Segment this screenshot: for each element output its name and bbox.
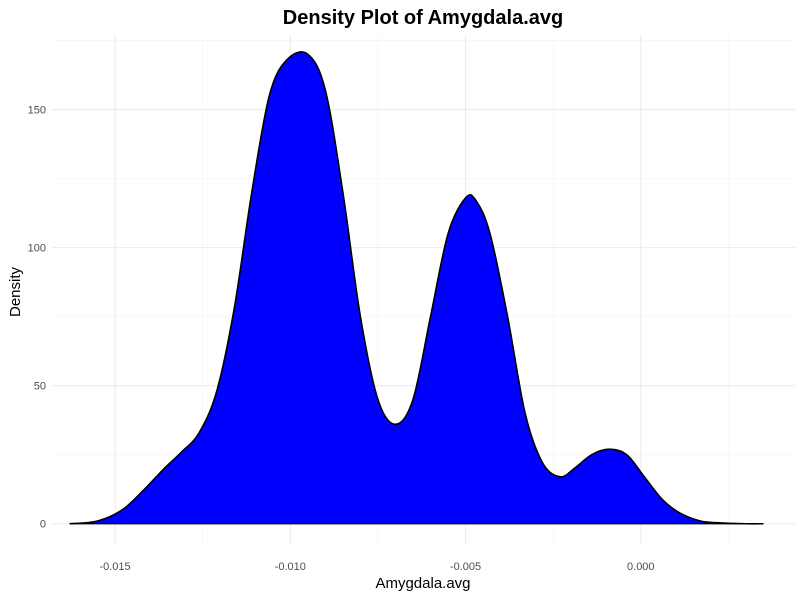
x-tick-label: -0.005 bbox=[450, 561, 481, 573]
x-tick-label: -0.010 bbox=[275, 561, 306, 573]
y-tick-label: 150 bbox=[28, 105, 46, 117]
density-curve-line bbox=[69, 51, 764, 525]
x-tick-label: 0.000 bbox=[627, 561, 655, 573]
y-axis-ticks: 0 50 100 150 bbox=[28, 105, 46, 531]
density-area-fill bbox=[69, 51, 764, 524]
y-tick-label: 0 bbox=[40, 519, 46, 531]
chart-title: Density Plot of Amygdala.avg bbox=[283, 7, 563, 29]
x-axis-label: Amygdala.avg bbox=[375, 575, 470, 592]
y-axis-label: Density bbox=[7, 266, 24, 317]
plot-area bbox=[69, 51, 764, 525]
x-tick-label: -0.015 bbox=[99, 561, 130, 573]
y-tick-label: 100 bbox=[28, 243, 46, 255]
y-tick-label: 50 bbox=[34, 381, 46, 393]
x-axis-ticks: -0.015 -0.010 -0.005 0.000 bbox=[99, 561, 654, 573]
